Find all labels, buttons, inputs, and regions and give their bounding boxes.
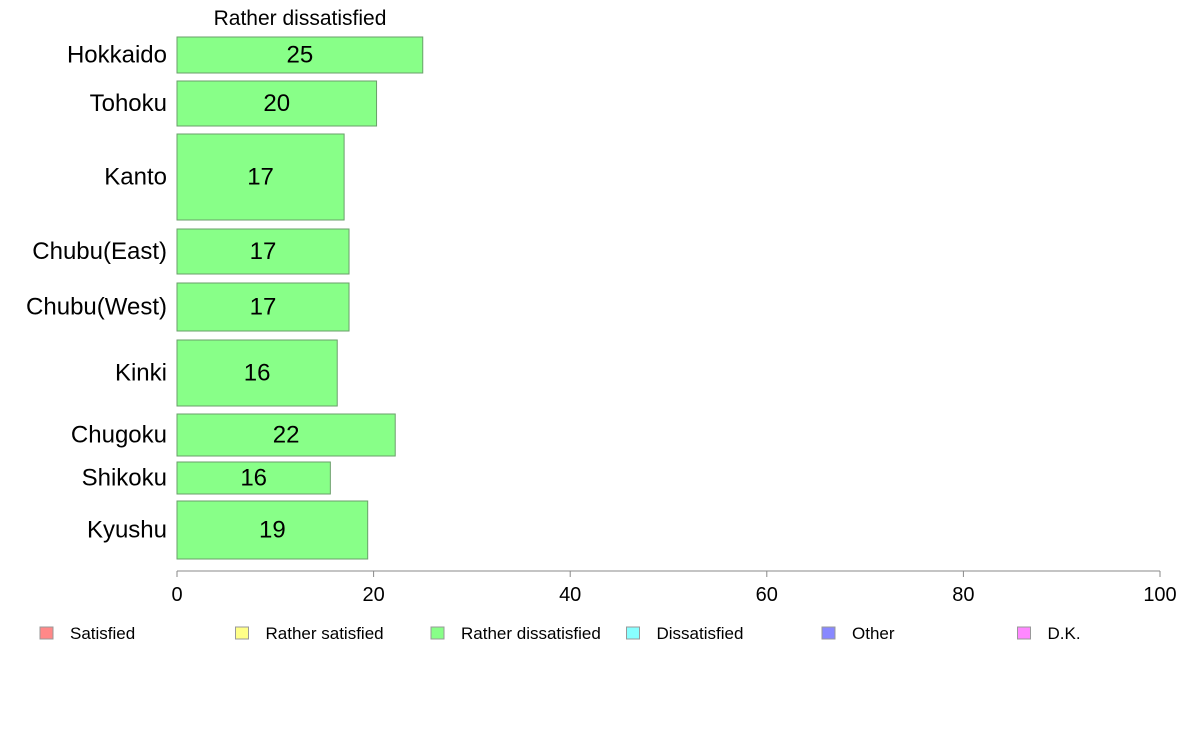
category-label: Kanto bbox=[104, 164, 167, 191]
bar-shikoku bbox=[176, 461, 331, 495]
legend-swatch bbox=[626, 626, 640, 640]
bar-tohoku bbox=[176, 80, 378, 127]
data-label: 16 bbox=[244, 360, 271, 387]
category-label: Kyushu bbox=[87, 517, 167, 544]
legend-swatch bbox=[430, 626, 445, 640]
category-label: Chubu(West) bbox=[26, 294, 167, 321]
legend-swatch bbox=[39, 626, 54, 640]
legend-label: Satisfied bbox=[70, 624, 135, 643]
legend-label: Other bbox=[852, 624, 895, 643]
x-tick-label: 100 bbox=[1143, 584, 1176, 606]
data-label: 17 bbox=[247, 164, 274, 191]
bars-group: Hokkaido 25 Tohoku 20 Kanto 17 Chubu(East) 17 Ch… bbox=[26, 36, 424, 560]
legend-label: D.K. bbox=[1048, 624, 1081, 643]
bar-kanto bbox=[176, 133, 345, 221]
bar-chugoku bbox=[176, 413, 396, 457]
category-label: Chugoku bbox=[71, 422, 167, 449]
x-tick-label: 0 bbox=[171, 584, 182, 606]
legend-swatch bbox=[235, 626, 249, 640]
legend-swatch bbox=[1017, 626, 1031, 640]
category-label: Kinki bbox=[115, 360, 167, 387]
data-label: 20 bbox=[263, 90, 290, 117]
legend: Satisfied Rather satisfied Rather dissatis… bbox=[39, 624, 1081, 643]
x-tick-label: 40 bbox=[559, 584, 581, 606]
bar-hokkaido bbox=[176, 36, 424, 74]
bar-chubu-east bbox=[176, 228, 350, 275]
category-label: Shikoku bbox=[82, 465, 167, 492]
x-tick-label: 80 bbox=[952, 584, 974, 606]
chart-title: Rather dissatisfied bbox=[214, 7, 387, 30]
bar-kyushu bbox=[176, 500, 369, 560]
x-tick-label: 60 bbox=[756, 584, 778, 606]
data-label: 25 bbox=[287, 42, 314, 69]
category-label: Tohoku bbox=[90, 90, 167, 117]
category-label: Hokkaido bbox=[67, 42, 167, 69]
data-label: 22 bbox=[273, 422, 300, 449]
bar-kinki bbox=[176, 339, 338, 407]
x-tick-label: 20 bbox=[362, 584, 384, 606]
legend-label: Rather dissatisfied bbox=[461, 624, 601, 643]
legend-label: Rather satisfied bbox=[266, 624, 384, 643]
bar-chubu-west bbox=[176, 282, 350, 332]
legend-label: Dissatisfied bbox=[657, 624, 744, 643]
data-label: 17 bbox=[250, 238, 277, 265]
legend-swatch bbox=[821, 626, 836, 640]
data-label: 19 bbox=[259, 517, 286, 544]
data-label: 17 bbox=[250, 294, 277, 321]
data-label: 16 bbox=[240, 465, 267, 492]
category-label: Chubu(East) bbox=[32, 238, 167, 265]
x-axis: 0 20 40 60 80 100 bbox=[171, 570, 1177, 606]
